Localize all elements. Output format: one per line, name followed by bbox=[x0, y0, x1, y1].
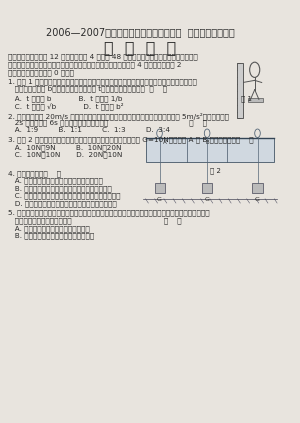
Text: 1. 用图 1 所示的方法可以测出一个人的反应时间。让尺从开始自由下落，到尺被受测者抓住，: 1. 用图 1 所示的方法可以测出一个人的反应时间。让尺从开始自由下落，到尺被受… bbox=[8, 78, 197, 85]
Text: 4. 马拉车前进时（    ）: 4. 马拉车前进时（ ） bbox=[8, 170, 61, 177]
Text: C.  t 正比于 √b            D.  t 正比于 b²: C. t 正比于 √b D. t 正比于 b² bbox=[8, 103, 124, 110]
Text: G: G bbox=[157, 197, 162, 202]
Text: A: A bbox=[163, 140, 167, 146]
Text: 3. 如图 2 所示，弹簧秤和练绳重力不计，不计一切摩擦，物体重 G=10N，弹簧秤 A 和 B 的读数分别为（    ）: 3. 如图 2 所示，弹簧秤和练绳重力不计，不计一切摩擦，物体重 G=10N，弹… bbox=[8, 137, 254, 143]
Text: G: G bbox=[205, 197, 210, 202]
Text: 图 1: 图 1 bbox=[241, 95, 252, 102]
Text: B. 马拉车的力和车拉马的力是一对相互作用力。: B. 马拉车的力和车拉马的力是一对相互作用力。 bbox=[8, 185, 112, 192]
Bar bbox=[253, 183, 262, 193]
Text: 2s 内与券车后 6s 内汽车通过的路程之比为                                    （    ）: 2s 内与券车后 6s 内汽车通过的路程之比为 （ ） bbox=[8, 120, 207, 126]
Bar bbox=[154, 183, 165, 193]
Text: 一、选择题（本题共 12 小题，每小题 4 分，共 48 分。在每小题给出的四个选项中，有的: 一、选择题（本题共 12 小题，每小题 4 分，共 48 分。在每小题给出的四个… bbox=[8, 54, 198, 60]
Text: C.  10N、10N       D.  20N、10N: C. 10N、10N D. 20N、10N bbox=[8, 152, 123, 159]
Text: B: B bbox=[205, 140, 209, 146]
Text: 2006—2007学年度上学期哈尔滨第九中学  高一年级期末考试: 2006—2007学年度上学期哈尔滨第九中学 高一年级期末考试 bbox=[46, 27, 234, 38]
Text: A.  10N、9N         B.  10N、20N: A. 10N、9N B. 10N、20N bbox=[8, 144, 122, 151]
Text: 分，有错选或不答的得 0 分。）: 分，有错选或不答的得 0 分。） bbox=[8, 69, 74, 76]
Text: A.  1:9         B.  1:1         C.  1:3         D.  3:4: A. 1:9 B. 1:1 C. 1:3 D. 3:4 bbox=[8, 127, 170, 133]
Bar bbox=[146, 138, 274, 162]
Bar bbox=[236, 63, 243, 118]
Text: 物  理  试  题: 物 理 试 题 bbox=[104, 40, 176, 55]
Text: 尺下落的距离为 b，受测者的反应时间为 t，则下列说法正确的是  （    ）: 尺下落的距离为 b，受测者的反应时间为 t，则下列说法正确的是 （ ） bbox=[8, 86, 167, 93]
Text: 2. 汽车以大小为 20m/s 的速度做匀速直线运动。券车后，获得的加速度的大小为 5m/s²，那么券车后: 2. 汽车以大小为 20m/s 的速度做匀速直线运动。券车后，获得的加速度的大小… bbox=[8, 112, 230, 120]
Bar bbox=[202, 183, 212, 193]
Text: B. 小船到对岸的时间不变，但路程变大: B. 小船到对岸的时间不变，但路程变大 bbox=[8, 233, 94, 239]
Text: 图 2: 图 2 bbox=[210, 167, 221, 174]
Text: A. 小船需要更长的时间才能到达对岸: A. 小船需要更长的时间才能到达对岸 bbox=[8, 225, 90, 232]
Text: C. 马拉车的力与地面对车的阻力是一对相互作用力。: C. 马拉车的力与地面对车的阻力是一对相互作用力。 bbox=[8, 193, 121, 200]
Text: 小题只有一个选项正确，有的小题有多个选项正确。全部选对的得 4 分，选不全的得 2: 小题只有一个选项正确，有的小题有多个选项正确。全部选对的得 4 分，选不全的得 … bbox=[8, 61, 182, 68]
Text: 对于小船渡河的说法正确的是                                         （    ）: 对于小船渡河的说法正确的是 （ ） bbox=[8, 217, 182, 224]
Text: D. 地面对马的摩擦力与车拉马的力是一对平衡力。: D. 地面对马的摩擦力与车拉马的力是一对平衡力。 bbox=[8, 201, 117, 207]
Text: G: G bbox=[255, 197, 260, 202]
Text: A.  t 正比于 b            B.  t 正比于 1/b: A. t 正比于 b B. t 正比于 1/b bbox=[8, 95, 123, 102]
Bar bbox=[248, 98, 263, 102]
Text: 5. 小船在水流小的河中横渡，假设船头始终垂直河岸航行，到达河中间时突然上游渴水流水流速加快，: 5. 小船在水流小的河中横渡，假设船头始终垂直河岸航行，到达河中间时突然上游渴水… bbox=[8, 210, 210, 217]
Text: A. 马拉车的力和车拉马的力是一对平衡力。: A. 马拉车的力和车拉马的力是一对平衡力。 bbox=[8, 178, 103, 184]
